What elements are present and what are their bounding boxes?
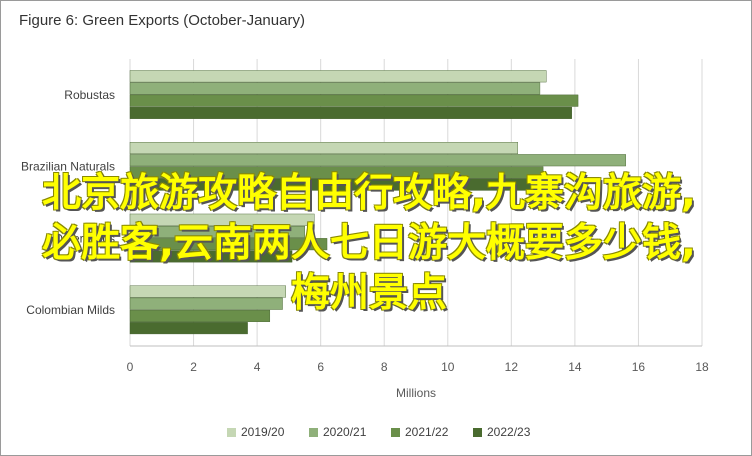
bar bbox=[129, 238, 328, 251]
x-tick-label: 4 bbox=[254, 360, 261, 374]
legend-label: 2022/23 bbox=[487, 425, 531, 439]
x-tick-label: 2 bbox=[190, 360, 197, 374]
category-label: Other Milds bbox=[54, 231, 115, 245]
x-tick-label: 16 bbox=[632, 360, 646, 374]
legend: 2019/20 2020/21 2021/22 2022/23 bbox=[227, 425, 531, 439]
legend-label: 2019/20 bbox=[241, 425, 285, 439]
legend-swatch bbox=[391, 428, 400, 437]
bar bbox=[129, 178, 531, 191]
bar bbox=[129, 225, 305, 238]
bar bbox=[129, 82, 541, 95]
legend-label: 2020/21 bbox=[323, 425, 367, 439]
x-axis-title: Millions bbox=[396, 386, 436, 400]
bar bbox=[129, 94, 579, 107]
bar bbox=[129, 142, 518, 155]
bar bbox=[129, 70, 547, 83]
overlay-line: 必胜客,云南两人七日游大概要多少钱, bbox=[42, 221, 696, 266]
overlay-line: 北京旅游攻略自由行攻略,九寨沟旅游, bbox=[42, 171, 696, 216]
x-tick-label: 10 bbox=[441, 360, 455, 374]
bars bbox=[129, 70, 626, 335]
legend-label: 2021/22 bbox=[405, 425, 449, 439]
x-tick-label: 12 bbox=[505, 360, 519, 374]
x-tick-label: 8 bbox=[381, 360, 388, 374]
bar bbox=[129, 154, 626, 167]
bar bbox=[129, 322, 248, 335]
x-tick-label: 14 bbox=[568, 360, 582, 374]
bar bbox=[129, 309, 271, 322]
overlay-line: 梅州景点 bbox=[290, 271, 447, 316]
bar bbox=[129, 297, 283, 310]
overlay-caption: 北京旅游攻略自由行攻略,九寨沟旅游, 必胜客,云南两人七日游大概要多少钱, 梅州… bbox=[9, 169, 729, 319]
bar bbox=[129, 106, 572, 119]
legend-swatch bbox=[227, 428, 236, 437]
legend-swatch bbox=[473, 428, 482, 437]
bar bbox=[129, 250, 293, 263]
bar bbox=[129, 166, 544, 179]
bar bbox=[129, 285, 286, 298]
x-tick-label: 0 bbox=[127, 360, 134, 374]
axes: 0 2 4 6 8 10 12 14 16 18 Millions Robustas Brazilian… bbox=[21, 88, 709, 400]
bar bbox=[129, 213, 315, 226]
category-label: Brazilian Naturals bbox=[21, 160, 115, 174]
category-label: Robustas bbox=[64, 88, 115, 102]
category-label: Colombian Milds bbox=[26, 303, 115, 317]
x-tick-label: 18 bbox=[695, 360, 709, 374]
chart-title: Figure 6: Green Exports (October-January… bbox=[19, 12, 305, 29]
x-tick-label: 6 bbox=[317, 360, 324, 374]
legend-swatch bbox=[309, 428, 318, 437]
